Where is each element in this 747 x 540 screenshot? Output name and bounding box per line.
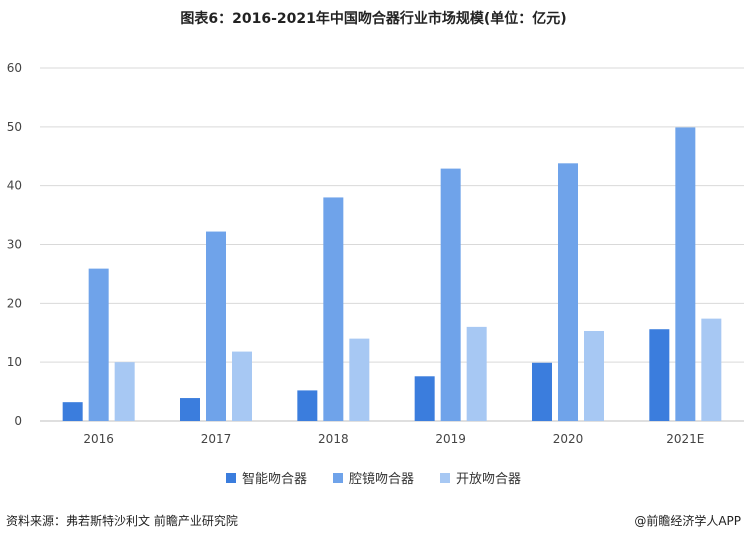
bar-2-2016 xyxy=(88,268,109,421)
bar-1-2017 xyxy=(180,398,200,421)
source-note: 资料来源：弗若斯特沙利文 前瞻产业研究院 xyxy=(6,514,238,528)
x-tick-label: 2020 xyxy=(553,432,584,446)
legend-item-series1: 智能吻合器 xyxy=(225,468,307,487)
bar-3-2016 xyxy=(114,362,135,421)
x-tick-label: 2018 xyxy=(318,432,349,446)
brand-label: @前瞻经济学人APP xyxy=(634,514,741,528)
bar-1-2021E xyxy=(649,329,670,421)
bar-1-2020 xyxy=(532,362,552,421)
y-tick-label: 20 xyxy=(7,296,22,310)
bar-1-2019 xyxy=(414,376,435,421)
bars xyxy=(62,127,722,422)
legend-label-series3: 开放吻合器 xyxy=(456,472,522,487)
bar-2-2018 xyxy=(323,197,344,421)
bar-3-2018 xyxy=(349,338,370,421)
bar-3-2017 xyxy=(232,351,252,421)
bar-3-2019 xyxy=(466,326,487,421)
y-tick-label: 60 xyxy=(7,61,22,75)
legend-swatch-series1 xyxy=(225,472,236,483)
legend-label-series1: 智能吻合器 xyxy=(241,472,307,487)
x-tick-label: 2021E xyxy=(666,432,704,446)
y-tick-label: 10 xyxy=(7,355,22,369)
legend-label-series2: 腔镜吻合器 xyxy=(348,472,414,487)
x-axis-ticks: 2016 2017 2018 2019 2020 2021E xyxy=(83,432,704,446)
bar-2-2019 xyxy=(440,168,461,421)
legend-item-series2: 腔镜吻合器 xyxy=(332,468,414,487)
bar-1-2018 xyxy=(297,390,318,421)
legend-item-series3: 开放吻合器 xyxy=(440,468,521,487)
bar-3-2020 xyxy=(584,330,604,421)
bar-3-2021E xyxy=(701,318,722,421)
x-tick-label: 2019 xyxy=(435,432,466,446)
y-tick-label: 40 xyxy=(7,179,22,193)
chart-title: 图表6：2016-2021年中国吻合器行业市场规模(单位：亿元) xyxy=(180,11,567,27)
y-axis-ticks: 0 10 20 30 40 50 60 xyxy=(7,61,22,428)
legend-swatch-series3 xyxy=(440,472,450,483)
y-tick-label: 0 xyxy=(14,414,22,428)
x-tick-label: 2016 xyxy=(83,432,114,446)
bar-2-2020 xyxy=(558,163,578,421)
legend-swatch-series2 xyxy=(332,472,343,483)
x-tick-label: 2017 xyxy=(201,432,232,446)
bar-2-2021E xyxy=(675,127,696,422)
y-tick-label: 50 xyxy=(7,120,22,134)
legend: 智能吻合器 腔镜吻合器 开放吻合器 xyxy=(0,468,747,487)
bar-1-2016 xyxy=(62,402,83,421)
y-tick-label: 30 xyxy=(7,238,22,252)
gridlines xyxy=(40,67,744,422)
bar-2-2017 xyxy=(206,231,226,421)
